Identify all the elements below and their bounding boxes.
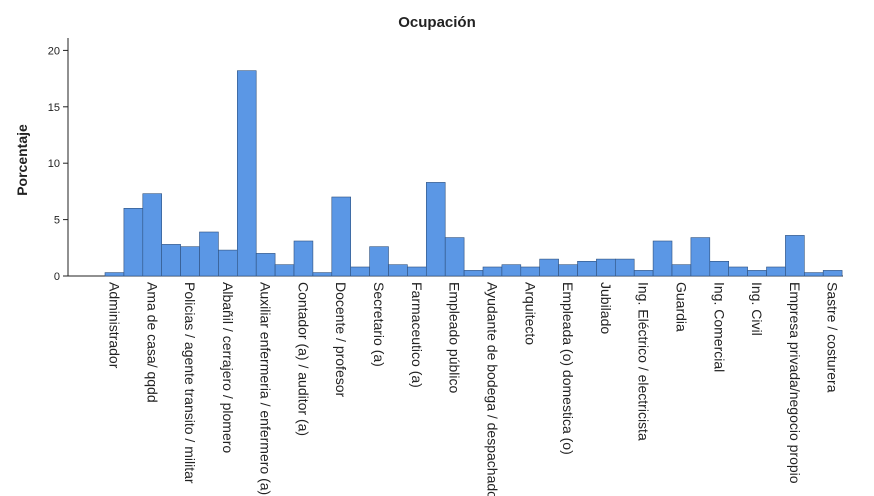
bar (596, 258, 616, 277)
x-category-label: Ing. Civil (749, 282, 765, 336)
bar (520, 266, 540, 277)
y-tick-label: 15 (48, 102, 60, 114)
bar (293, 240, 314, 277)
x-category-label: Ing. Comercial (711, 282, 727, 372)
x-category-label: Auxiliar enfermeria / enfermero (a) (258, 282, 274, 495)
bar (218, 249, 238, 277)
bar (652, 240, 673, 277)
y-tick-label: 5 (54, 215, 60, 227)
y-tick-label: 0 (54, 271, 60, 283)
x-category-label: Policias / agente transito / militar (182, 282, 198, 484)
bar (501, 264, 522, 277)
bar (274, 264, 295, 277)
x-category-label: Contador (a) / auditor (a) (295, 282, 311, 436)
bar (785, 235, 805, 277)
x-category-label: Empresa privada/negocio propio (787, 282, 803, 484)
bar (766, 266, 786, 277)
bar (482, 266, 503, 277)
bar (539, 258, 559, 277)
bar (558, 264, 578, 277)
bar (142, 193, 163, 277)
bar (123, 208, 144, 277)
x-category-label: Administrador (107, 282, 123, 369)
bar (728, 266, 748, 277)
x-category-label: Farmaceutico (a) (409, 282, 425, 388)
x-category-label: Ing. Eléctrico / electricista (636, 282, 652, 441)
bar (199, 231, 219, 277)
x-category-label: Guardia (674, 282, 690, 332)
bar (369, 246, 389, 277)
chart-title: Ocupación (398, 14, 476, 31)
bar (444, 237, 465, 277)
bar (161, 244, 181, 277)
bar (709, 260, 729, 277)
bar (331, 196, 351, 277)
x-category-label: Jubilado (598, 282, 614, 334)
x-category-label: Empleada (o) domestica (o) (560, 282, 576, 455)
x-category-label: Secretario (a) (371, 282, 387, 367)
y-tick-label: 10 (48, 158, 60, 170)
bar (180, 246, 200, 277)
bar (577, 260, 597, 277)
x-category-label: Ayudante de bodega / despachador (484, 282, 500, 496)
bar (822, 270, 843, 277)
x-category-label: Sastre / costurera (825, 282, 841, 393)
x-category-label: Ama de casa/ qqdd (144, 282, 160, 403)
category-labels: Administrador Ama de casa/ qqdd Policias /… (107, 282, 841, 496)
bar (407, 266, 427, 277)
bar (690, 237, 711, 277)
bar (747, 270, 767, 277)
x-category-label: Empleado público (447, 282, 463, 394)
bar (425, 182, 446, 277)
bars-group (104, 70, 843, 277)
x-category-label: Albañil / cerrajero / plomero (220, 282, 236, 453)
bar (614, 258, 635, 277)
bar (803, 272, 824, 277)
bar (388, 264, 408, 277)
bar (671, 264, 692, 277)
bar (104, 272, 125, 277)
x-category-label: Arquitecto (522, 282, 538, 345)
bar (463, 270, 484, 277)
x-category-label: Docente / profesor (333, 282, 349, 398)
y-tick-label: 20 (48, 45, 60, 57)
y-axis-label: Porcentaje (14, 124, 30, 196)
bar (633, 270, 654, 277)
bar (255, 253, 276, 277)
bar (312, 272, 333, 277)
bar (237, 70, 257, 277)
bar (350, 266, 370, 277)
